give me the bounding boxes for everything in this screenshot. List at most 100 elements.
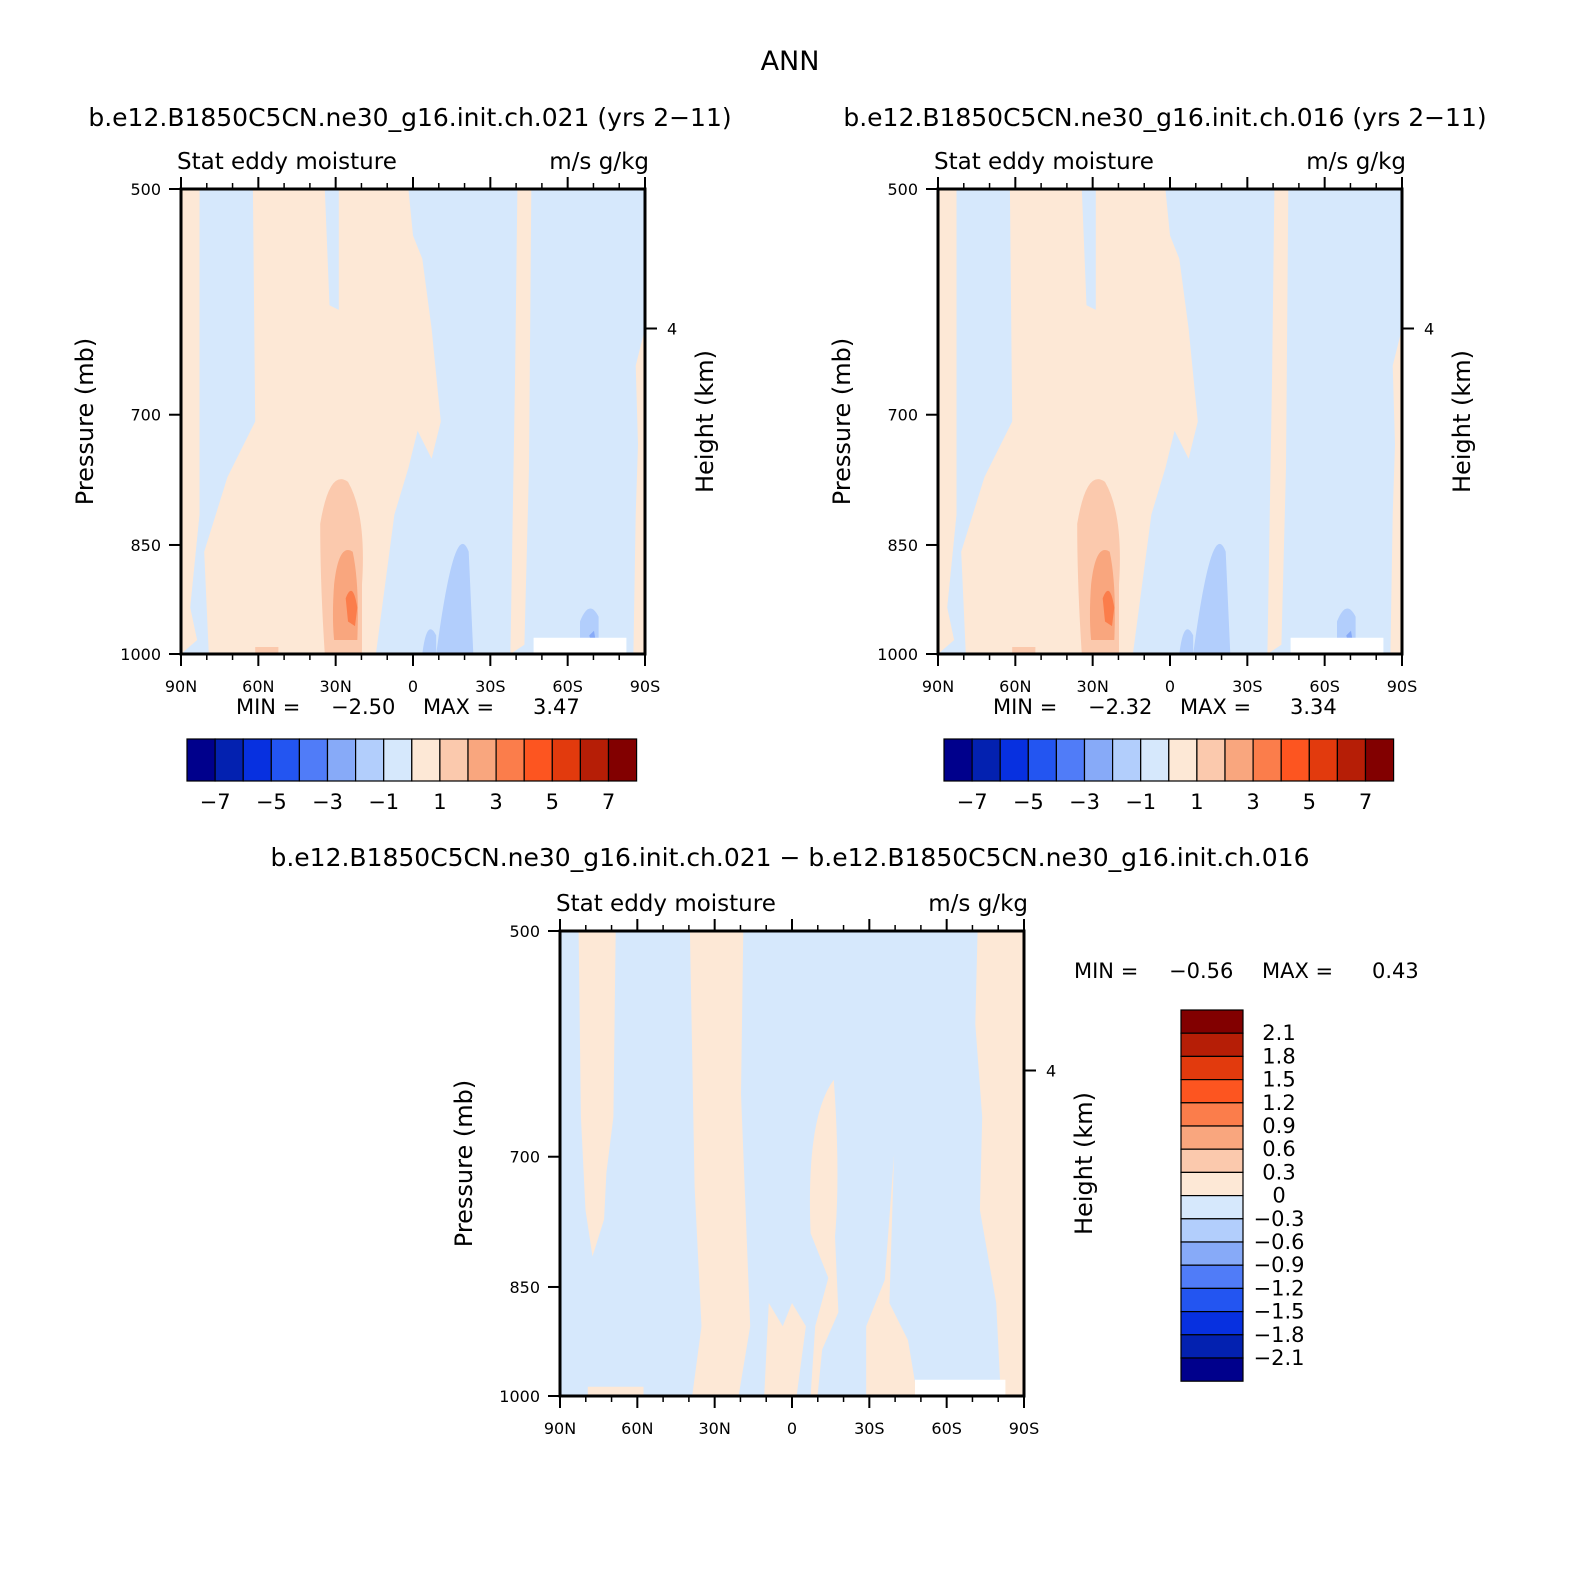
y-right-axis-label: Height (km) <box>691 350 719 493</box>
colorbar-box <box>1140 738 1170 782</box>
contour-region <box>190 189 256 654</box>
colorbar-tick-label: −2.1 <box>1254 1346 1305 1370</box>
colorbar-box <box>270 738 300 782</box>
plot-title-left: Stat eddy moisture <box>934 149 1154 175</box>
colorbar-tick-label: 1.2 <box>1262 1091 1295 1115</box>
contour-region <box>181 189 200 654</box>
colorbar-tick-label: 0 <box>1272 1184 1285 1208</box>
y-tick-label: 500 <box>130 180 161 199</box>
max-label: MAX = <box>1262 959 1333 983</box>
colorbar-tick-label: 1 <box>433 790 446 814</box>
colorbar-box <box>579 738 610 782</box>
contour-region <box>975 931 1024 1396</box>
min-value: −0.56 <box>1169 959 1233 983</box>
colorbar-box <box>411 738 441 782</box>
panel-2: 90N 60N 30N 0 30S 60S 90S 500 700 850 1000 4 Pressur… <box>828 149 1476 814</box>
y-axis-label: Pressure (mb) <box>828 338 856 505</box>
x-tick-label: 60S <box>1309 677 1340 696</box>
colorbar-box <box>1168 738 1198 782</box>
colorbar-tick-label: 3 <box>1246 790 1259 814</box>
colorbar-box <box>1180 1241 1244 1266</box>
colorbar-box <box>1364 738 1395 782</box>
colorbar-tick-label: 0.6 <box>1262 1137 1295 1161</box>
colorbar-box <box>1180 1055 1244 1081</box>
contour-region <box>633 328 645 654</box>
contour-region <box>1012 647 1036 654</box>
contour-region <box>1179 629 1194 654</box>
colorbar-box <box>326 738 357 782</box>
x-tick-label: 30N <box>320 677 352 696</box>
colorbar-box <box>242 738 272 782</box>
colorbar-box <box>298 738 329 782</box>
colorbar-box <box>551 738 581 782</box>
colorbar-tick-label: −1.2 <box>1254 1276 1305 1300</box>
colorbar-box <box>971 738 1001 782</box>
colorbar-tick-label: 7 <box>1359 790 1372 814</box>
y-tick-label: 500 <box>509 922 540 941</box>
panel-2-case-title: b.e12.B1850C5CN.ne30_g16.init.ch.016 (yr… <box>843 103 1486 132</box>
x-tick-label: 30N <box>1077 677 1109 696</box>
x-tick-label: 60S <box>552 677 583 696</box>
contour-region <box>255 647 279 654</box>
plot-title-right: m/s g/kg <box>1306 149 1406 175</box>
x-tick-label: 30S <box>1232 677 1263 696</box>
y-tick-label: 700 <box>887 406 918 425</box>
x-tick-label: 60N <box>999 677 1031 696</box>
y-right-axis-label: Height (km) <box>1448 350 1476 493</box>
contour-region <box>809 1079 838 1280</box>
colorbar-box <box>1055 738 1086 782</box>
colorbar-box <box>1336 738 1367 782</box>
colorbar-box <box>1180 1148 1244 1173</box>
min-value: −2.32 <box>1088 695 1152 719</box>
x-tick-label: 90N <box>165 677 197 696</box>
x-tick-label: 30S <box>854 1419 885 1438</box>
y-tick-label: 850 <box>130 536 161 555</box>
colorbar-tick-label: −1.8 <box>1254 1323 1305 1347</box>
x-tick-label: 90S <box>630 677 661 696</box>
plot-title-right: m/s g/kg <box>549 149 649 175</box>
colorbar-tick-label: −0.6 <box>1254 1230 1305 1254</box>
colorbar-tick-label: −0.3 <box>1254 1207 1305 1231</box>
x-tick-label: 30N <box>699 1419 731 1438</box>
colorbar-tick-label: −1 <box>1125 790 1156 814</box>
y-right-tick-label: 4 <box>1424 320 1434 339</box>
x-tick-label: 30S <box>475 677 506 696</box>
contour-region <box>1267 189 1289 654</box>
colorbar-box <box>1180 1125 1244 1150</box>
y-tick-label: 1000 <box>499 1387 540 1406</box>
contour-region <box>1290 637 1384 654</box>
contour-region <box>866 1154 918 1396</box>
x-tick-label: 60N <box>242 677 274 696</box>
colorbar-box <box>1180 1310 1244 1336</box>
contour-region <box>589 189 604 343</box>
x-tick-label: 0 <box>787 1419 797 1438</box>
colorbar-box <box>1027 738 1058 782</box>
contour-region <box>915 1379 1006 1396</box>
plot-title-left: Stat eddy moisture <box>556 891 776 917</box>
y-tick-label: 700 <box>509 1148 540 1167</box>
colorbar-box <box>1111 738 1142 782</box>
colorbar-tick-label: −5 <box>256 790 287 814</box>
contour-region <box>961 189 1198 654</box>
colorbar-box <box>1180 1171 1244 1197</box>
x-tick-label: 60S <box>931 1419 962 1438</box>
x-tick-label: 0 <box>408 677 418 696</box>
y-tick-label: 850 <box>509 1278 540 1297</box>
contour-region <box>345 590 358 627</box>
y-axis-label: Pressure (mb) <box>71 338 99 505</box>
colorbar-tick-label: −3 <box>1069 790 1100 814</box>
colorbar-box <box>1224 738 1254 782</box>
min-label: MIN = <box>236 695 300 719</box>
x-tick-label: 60N <box>621 1419 653 1438</box>
y-tick-label: 1000 <box>877 645 918 664</box>
colorbar-box <box>1180 1264 1244 1289</box>
colorbar-tick-label: 1.5 <box>1262 1068 1295 1092</box>
contour-region <box>1102 590 1115 627</box>
min-value: −2.50 <box>331 695 395 719</box>
colorbar-tick-label: 1.8 <box>1262 1044 1295 1068</box>
colorbar-tick-label: 1 <box>1190 790 1203 814</box>
colorbar-box <box>1083 738 1114 782</box>
colorbar-tick-label: −1.5 <box>1254 1300 1305 1324</box>
colorbar-tick-label: 5 <box>1303 790 1316 814</box>
colorbar-box <box>999 738 1029 782</box>
